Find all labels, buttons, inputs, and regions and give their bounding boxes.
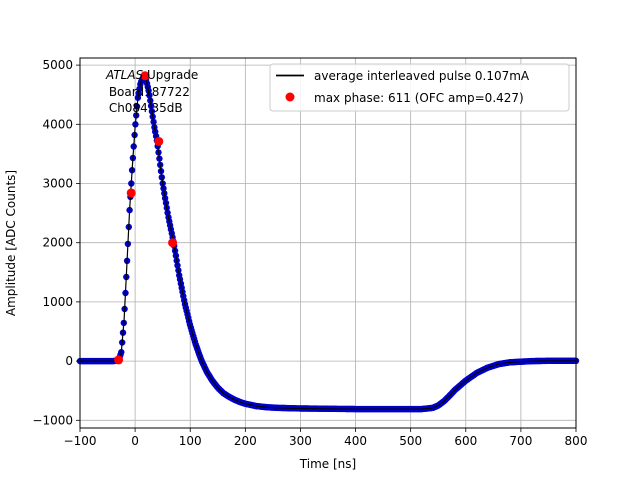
annotation-atlas: ATLAS xyxy=(105,68,144,82)
y-tick-label: 0 xyxy=(65,354,73,368)
y-tick-label: 4000 xyxy=(42,117,73,131)
series-1-markers xyxy=(76,74,580,413)
data-layer xyxy=(76,71,580,413)
x-tick-label: 100 xyxy=(179,434,202,448)
y-tick-label: 2000 xyxy=(42,236,73,250)
x-tick-label: 300 xyxy=(289,434,312,448)
y-tick-label: 3000 xyxy=(42,177,73,191)
annotation-channel: Ch084 35dB xyxy=(105,101,183,115)
x-tick-label: 500 xyxy=(399,434,422,448)
y-tick-label: 5000 xyxy=(42,58,73,72)
x-tick-label: 200 xyxy=(234,434,257,448)
max-phase-point xyxy=(168,238,178,248)
legend-series-1-label: average interleaved pulse 0.107mA xyxy=(314,69,530,83)
y-tick-label: 1000 xyxy=(42,295,73,309)
y-tick-label: −1000 xyxy=(32,413,73,427)
series-1-line xyxy=(80,75,576,410)
x-tick-label: 700 xyxy=(509,434,532,448)
x-tick-label: −100 xyxy=(64,434,97,448)
legend-box xyxy=(269,63,570,112)
max-phase-point xyxy=(114,355,124,365)
x-axis-label: Time [ns] xyxy=(299,457,356,471)
atlas-annotation: ATLAS Upgrade Board187722 Ch084 35dB xyxy=(105,68,198,115)
x-tick-label: 800 xyxy=(565,434,588,448)
annotation-upgrade: Upgrade xyxy=(143,68,198,82)
max-phase-point xyxy=(126,188,136,198)
svg-text:ATLAS Upgrade: ATLAS Upgrade xyxy=(105,68,198,82)
x-tick-label: 400 xyxy=(344,434,367,448)
y-axis-label: Amplitude [ADC Counts] xyxy=(4,170,18,316)
legend-series-2-label: max phase: 611 (OFC amp=0.427) xyxy=(314,91,524,105)
x-tick-label: 600 xyxy=(454,434,477,448)
ticks: −100 0 100 200 300 400 500 600 700 800−1000010002… xyxy=(32,58,587,448)
legend-marker-swatch xyxy=(285,92,295,102)
annotation-board: Board187722 xyxy=(105,85,190,99)
legend: average interleaved pulse 0.107mA max ph… xyxy=(269,63,570,112)
x-tick-label: 0 xyxy=(131,434,139,448)
max-phase-point xyxy=(154,136,164,146)
max-phase-point xyxy=(140,71,150,81)
